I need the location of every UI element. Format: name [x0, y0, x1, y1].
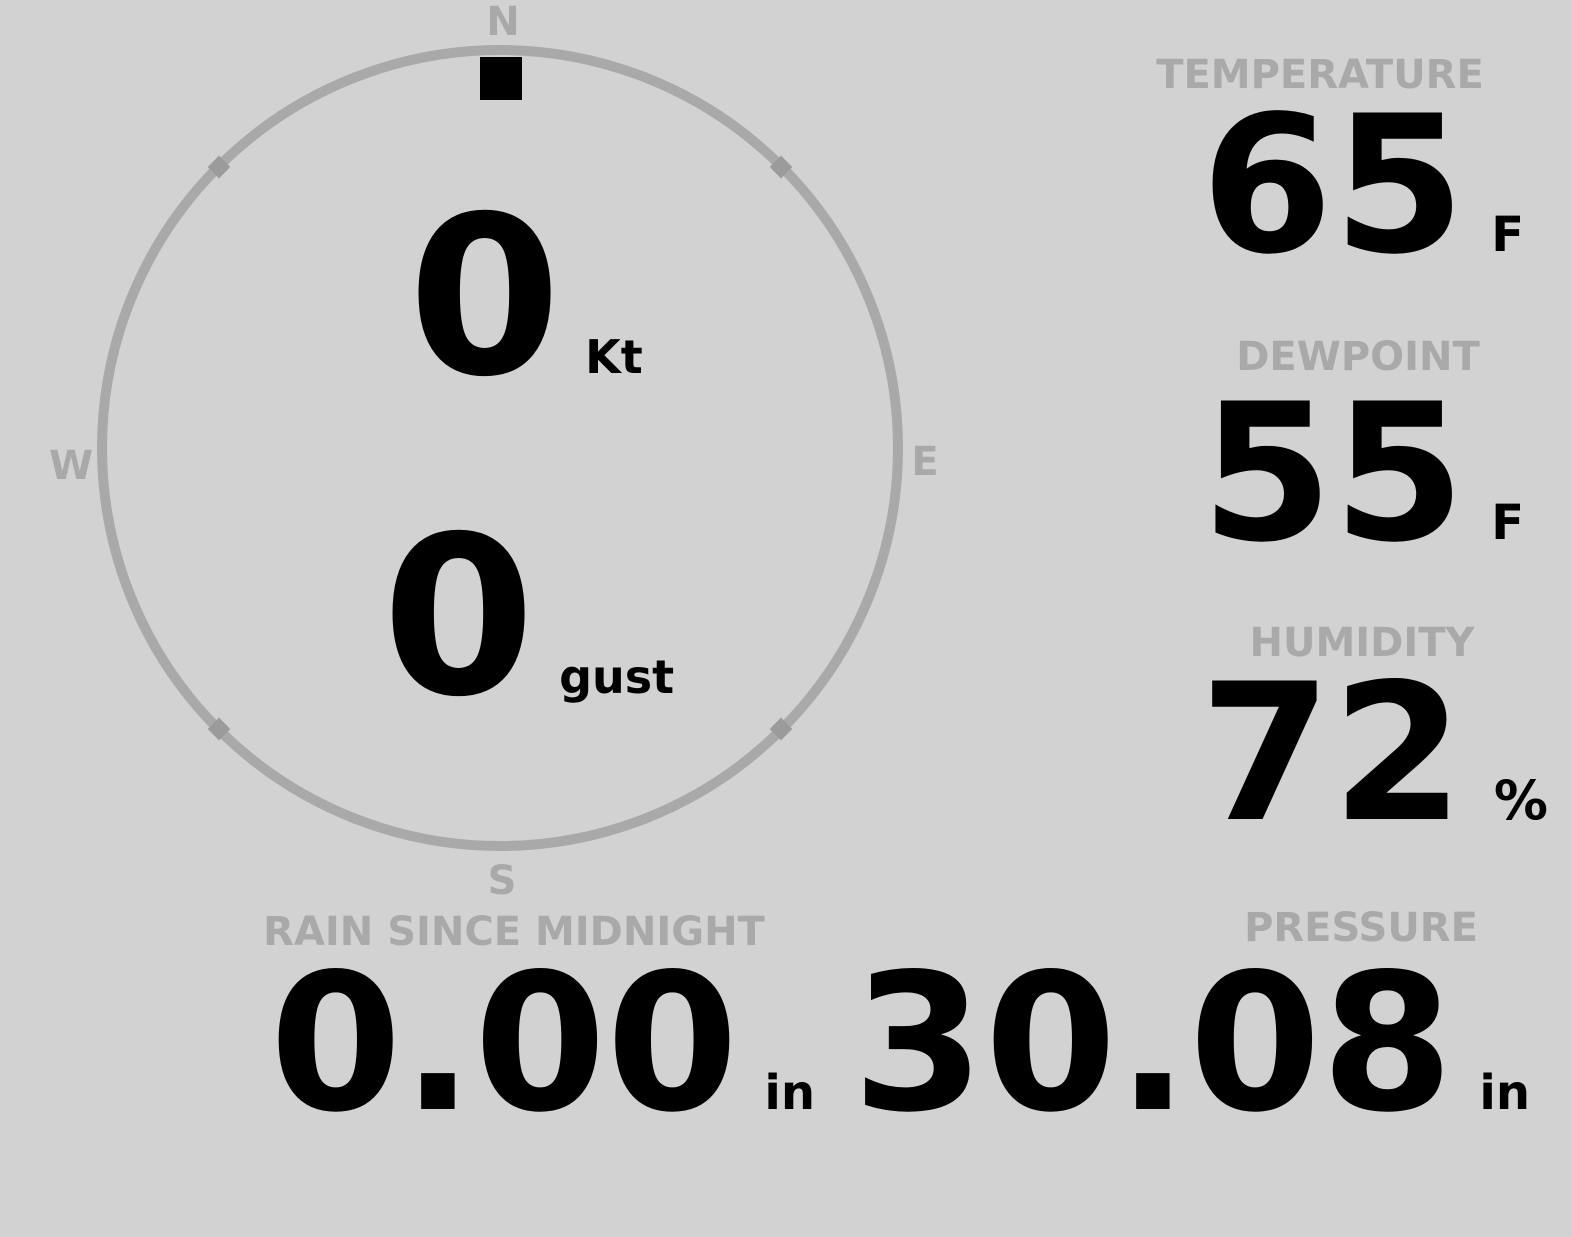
pressure-label: PRESSURE: [1244, 905, 1478, 951]
wind-speed-unit: Kt: [585, 330, 643, 384]
dewpoint-value: 55: [1200, 363, 1466, 584]
rain-since-midnight-label: RAIN SINCE MIDNIGHT: [263, 909, 765, 955]
wind-gust-readout: 0 gust: [382, 507, 674, 727]
humidity-unit: %: [1493, 769, 1548, 832]
pressure-value: 30.08: [852, 933, 1454, 1154]
humidity-readout: 72 %: [1199, 659, 1548, 849]
wind-speed-readout: 0 Kt: [408, 187, 643, 407]
dewpoint-label: DEWPOINT: [1236, 334, 1480, 380]
compass-label-south: S: [487, 858, 517, 904]
wind-gust-value: 0: [382, 489, 536, 745]
wind-gust-unit: gust: [559, 650, 675, 704]
humidity-value: 72: [1199, 643, 1464, 864]
temperature-value: 65: [1200, 75, 1466, 296]
compass-label-north: N: [486, 0, 520, 45]
temperature-unit: F: [1491, 207, 1524, 263]
dewpoint-readout: 55 F: [1201, 379, 1524, 569]
humidity-label: HUMIDITY: [1249, 620, 1475, 666]
rain-since-midnight-value: 0.00: [269, 933, 739, 1154]
compass-ring-icon: [97, 45, 903, 851]
wind-direction-marker-icon: [480, 57, 522, 100]
pressure-unit: in: [1479, 1065, 1530, 1121]
pressure-readout: 30.08 in: [852, 949, 1530, 1139]
rain-since-midnight-unit: in: [764, 1065, 815, 1121]
temperature-label: TEMPERATURE: [1156, 52, 1484, 98]
rain-since-midnight-readout: 0.00 in: [270, 949, 815, 1139]
compass-label-west: W: [48, 443, 94, 489]
compass-circle: [97, 45, 903, 851]
compass-label-east: E: [911, 439, 939, 485]
wind-speed-value: 0: [408, 169, 562, 425]
temperature-readout: 65 F: [1201, 91, 1524, 281]
dewpoint-unit: F: [1491, 495, 1524, 551]
